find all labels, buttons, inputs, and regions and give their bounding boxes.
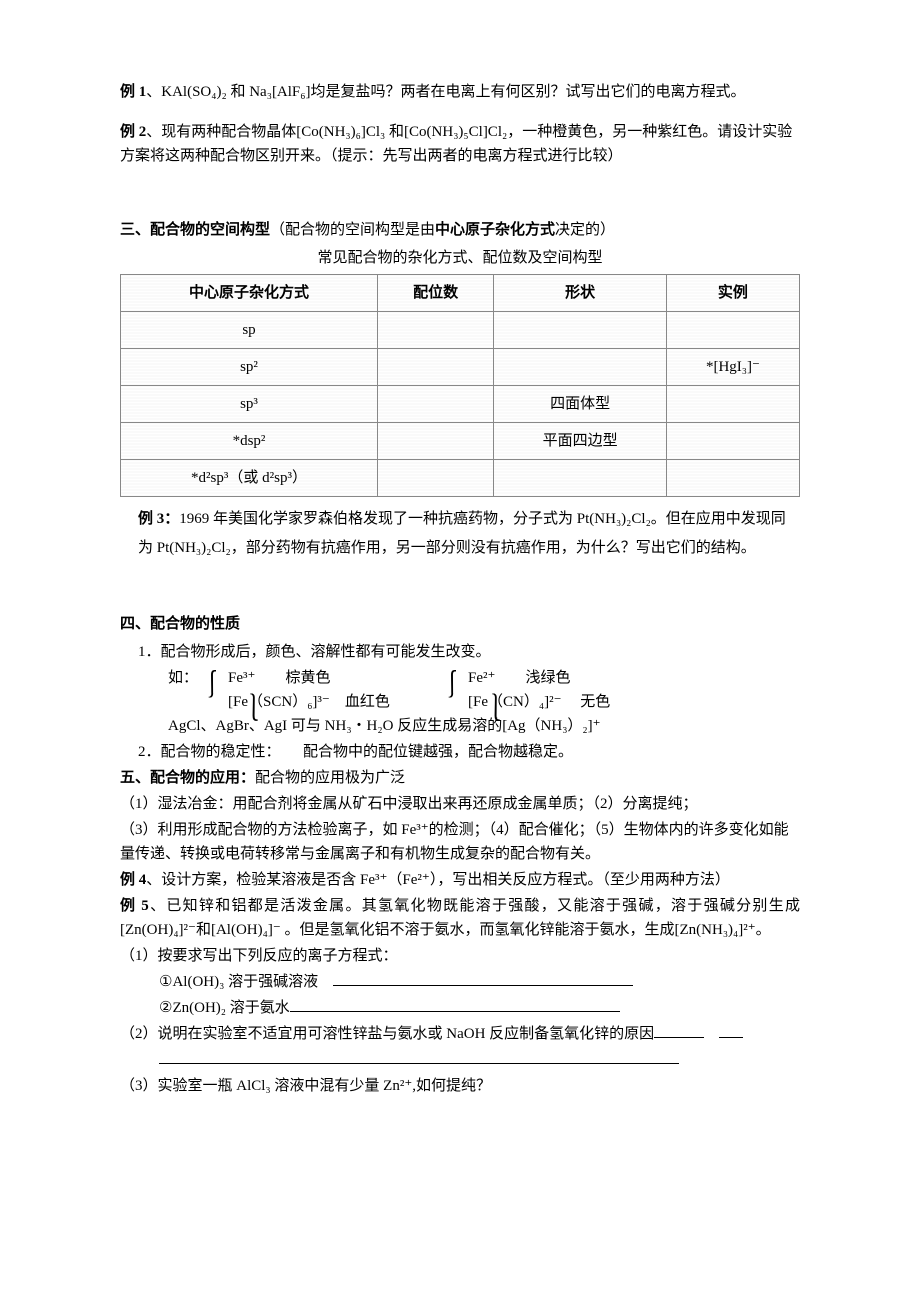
section-4-head: 四、配合物的性质 bbox=[120, 612, 800, 636]
table-row: sp bbox=[121, 312, 800, 349]
cell-e: *[HgI₃]⁻ bbox=[666, 349, 799, 386]
th-hybrid: 中心原子杂化方式 bbox=[121, 275, 378, 312]
ex5-q3: （3）实验室一瓶 AlCl₃ 溶液中混有少量 Zn²⁺,如何提纯？ bbox=[120, 1074, 800, 1098]
sec5-tail: 配合物的应用极为广泛 bbox=[255, 770, 405, 786]
brace-prefix: 如： bbox=[168, 666, 198, 690]
cell-e bbox=[666, 423, 799, 460]
blank-line bbox=[159, 1048, 679, 1064]
table-header-row: 中心原子杂化方式 配位数 形状 实例 bbox=[121, 275, 800, 312]
table-row: *dsp² 平面四边型 bbox=[121, 423, 800, 460]
sec3-head: 三、配合物的空间构型 bbox=[120, 222, 270, 238]
brace-block: 如： ⎰ Fe³⁺ 棕黄色 [Fe（SCN）₆]³⁻ 血红色 ⎰ Fe²⁺ 浅绿… bbox=[120, 666, 800, 714]
cell-h: sp² bbox=[121, 349, 378, 386]
cell-s: 平面四边型 bbox=[494, 423, 667, 460]
ex5-q2: （2）说明在实验室不适宜用可溶性锌盐与氨水或 NaOH 反应制备氢氧化锌的原因 bbox=[120, 1026, 654, 1042]
sec3-tail2: 决定的） bbox=[555, 222, 615, 238]
left-brace-icon: ⎰ bbox=[198, 666, 226, 706]
sec3-tail: （配合物的空间构型是由 bbox=[270, 222, 435, 238]
cell-e bbox=[666, 386, 799, 423]
ex5-q2-line: （2）说明在实验室不适宜用可溶性锌盐与氨水或 NaOH 反应制备氢氧化锌的原因 bbox=[120, 1022, 800, 1046]
table-row: sp³ 四面体型 bbox=[121, 386, 800, 423]
cell-h: sp³ bbox=[121, 386, 378, 423]
th-example: 实例 bbox=[666, 275, 799, 312]
ex5-q1b: ②Zn(OH)₂ 溶于氨水 bbox=[159, 1000, 290, 1016]
example-4: 例 4、设计方案，检验某溶液是否含 Fe³⁺（Fe²⁺），写出相关反应方程式。（… bbox=[120, 868, 800, 892]
section-3-head: 三、配合物的空间构型（配合物的空间构型是由中心原子杂化方式决定的） bbox=[120, 218, 800, 242]
th-shape: 形状 bbox=[494, 275, 667, 312]
cell-s bbox=[494, 312, 667, 349]
cell-h: *d²sp³（或 d²sp³） bbox=[121, 460, 378, 497]
brace-l1: Fe³⁺ 棕黄色 bbox=[228, 666, 438, 690]
cell-h: *dsp² bbox=[121, 423, 378, 460]
blank-line bbox=[333, 970, 633, 986]
cell-s bbox=[494, 460, 667, 497]
cell-n bbox=[377, 386, 493, 423]
section-5-head: 五、配合物的应用：配合物的应用极为广泛 bbox=[120, 766, 800, 790]
ex5-q1a: ①Al(OH)₃ 溶于强碱溶液 bbox=[159, 974, 318, 990]
right-brace-icon: ⎰ bbox=[438, 666, 466, 706]
sec4-p2: 2．配合物的稳定性： 配合物中的配位键越强，配合物越稳定。 bbox=[120, 740, 800, 764]
example-5: 例 5、已知锌和铝都是活泼金属。其氢氧化物既能溶于强酸，又能溶于强碱，溶于强碱分… bbox=[120, 894, 800, 942]
cell-h: sp bbox=[121, 312, 378, 349]
ex5-q1a-line: ①Al(OH)₃ 溶于强碱溶液 bbox=[120, 970, 800, 994]
cell-n bbox=[377, 423, 493, 460]
right-brace-bottom-icon: ⎱ bbox=[482, 690, 510, 730]
blank-line bbox=[719, 1022, 743, 1038]
sec5-p2: （3）利用形成配合物的方法检验离子，如 Fe³⁺的检测；（4）配合催化；（5）生… bbox=[120, 818, 800, 866]
ex5-q2-blank bbox=[120, 1048, 800, 1072]
th-coord: 配位数 bbox=[377, 275, 493, 312]
table-row: *d²sp³（或 d²sp³） bbox=[121, 460, 800, 497]
table-title: 常见配合物的杂化方式、配位数及空间构型 bbox=[120, 246, 800, 270]
ex4-label: 例 4 bbox=[120, 872, 146, 888]
ex2-label: 例 2 bbox=[120, 124, 146, 140]
sec4-p1: 1．配合物形成后，颜色、溶解性都有可能发生改变。 bbox=[120, 640, 800, 664]
ex5-label: 例 5 bbox=[120, 898, 149, 914]
ex5-q1: （1）按要求写出下列反应的离子方程式： bbox=[120, 944, 800, 968]
sec5-head: 五、配合物的应用： bbox=[120, 770, 255, 786]
ex1-text: 、KAl(SO₄)₂ 和 Na₃[AlF₆]均是复盐吗？两者在电离上有何区别？试… bbox=[146, 84, 745, 100]
ex3-label: 例 3： bbox=[138, 511, 179, 527]
blank-line bbox=[654, 1022, 704, 1038]
cell-e bbox=[666, 312, 799, 349]
cell-s bbox=[494, 349, 667, 386]
ex5-q1b-line: ②Zn(OH)₂ 溶于氨水 bbox=[120, 996, 800, 1020]
sec4-p1b: AgCl、AgBr、AgI 可与 NH₃・H₂O 反应生成易溶的[Ag（NH₃）… bbox=[120, 714, 800, 738]
brace-r1: Fe²⁺ 浅绿色 bbox=[468, 666, 610, 690]
ex5-text: 、已知锌和铝都是活泼金属。其氢氧化物既能溶于强酸，又能溶于强碱，溶于强碱分别生成… bbox=[120, 898, 800, 938]
table-row: sp² *[HgI₃]⁻ bbox=[121, 349, 800, 386]
ex3-text: 1969 年美国化学家罗森伯格发现了一种抗癌药物，分子式为 Pt(NH₃)₂Cl… bbox=[138, 511, 786, 556]
hybrid-table: 中心原子杂化方式 配位数 形状 实例 sp sp² *[HgI₃]⁻ sp³ 四… bbox=[120, 274, 800, 497]
cell-s: 四面体型 bbox=[494, 386, 667, 423]
ex2-text: 、现有两种配合物晶体[Co(NH₃)₆]Cl₃ 和[Co(NH₃)₅Cl]Cl₂… bbox=[120, 124, 792, 164]
cell-e bbox=[666, 460, 799, 497]
sec3-mid: 中心原子杂化方式 bbox=[435, 222, 555, 238]
example-1: 例 1、KAl(SO₄)₂ 和 Na₃[AlF₆]均是复盐吗？两者在电离上有何区… bbox=[120, 80, 800, 104]
cell-n bbox=[377, 312, 493, 349]
cell-n bbox=[377, 349, 493, 386]
example-2: 例 2、现有两种配合物晶体[Co(NH₃)₆]Cl₃ 和[Co(NH₃)₅Cl]… bbox=[120, 120, 800, 168]
ex1-label: 例 1 bbox=[120, 84, 146, 100]
sec5-p1: （1）湿法冶金：用配合剂将金属从矿石中浸取出来再还原成金属单质；（2）分离提纯； bbox=[120, 792, 800, 816]
example-3: 例 3：1969 年美国化学家罗森伯格发现了一种抗癌药物，分子式为 Pt(NH₃… bbox=[120, 505, 800, 562]
cell-n bbox=[377, 460, 493, 497]
blank-line bbox=[290, 996, 620, 1012]
left-brace-bottom-icon: ⎱ bbox=[240, 690, 268, 730]
ex4-text: 、设计方案，检验某溶液是否含 Fe³⁺（Fe²⁺），写出相关反应方程式。（至少用… bbox=[146, 872, 730, 888]
